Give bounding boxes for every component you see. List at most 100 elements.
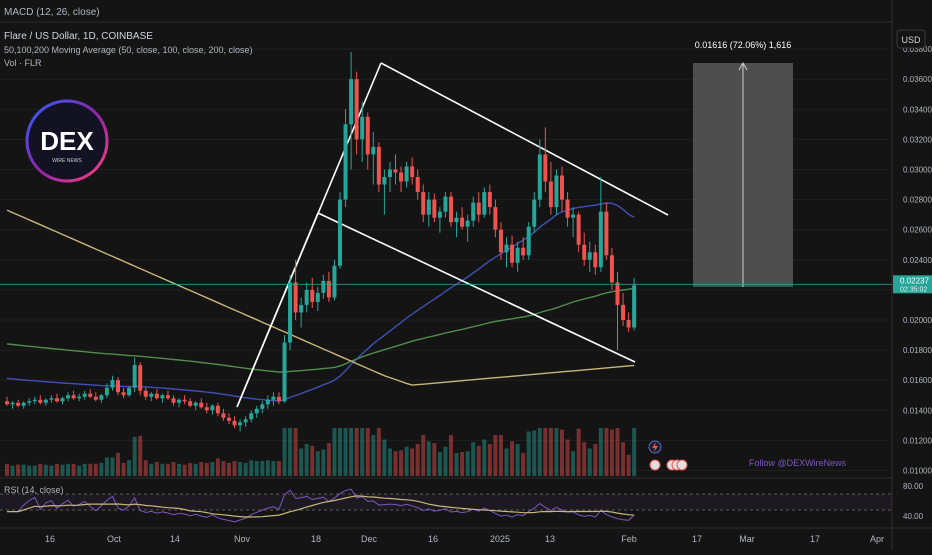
candle-body	[382, 177, 387, 185]
candle-body	[104, 387, 109, 396]
symbol-title[interactable]: Flare / US Dollar, 1D, COINBASE	[4, 31, 153, 42]
volume-bar	[215, 458, 220, 476]
candle-body	[510, 244, 515, 263]
trendline[interactable]	[236, 212, 319, 408]
volume-bar	[232, 461, 237, 476]
time-tick-label: 13	[545, 534, 555, 544]
time-tick-label: 18	[311, 534, 321, 544]
volume-bar	[571, 451, 576, 476]
candle-body	[43, 399, 48, 403]
candle-body	[310, 289, 315, 302]
volume-bar	[60, 464, 65, 476]
volume-bar	[127, 460, 132, 476]
candle-body	[177, 399, 182, 403]
volume-bar	[99, 462, 104, 476]
volume-bar	[537, 428, 542, 476]
candle-body	[449, 196, 453, 223]
candle-body	[615, 282, 620, 305]
volume-bar	[365, 428, 370, 476]
price-tick-label: 0.02400	[903, 256, 932, 265]
candle-body	[204, 407, 209, 411]
candle-body	[66, 395, 71, 399]
ma-legend[interactable]: 50,100,200 Moving Average (50, close, 10…	[4, 45, 253, 55]
rsi-tick-label: 40.00	[903, 512, 924, 521]
candle-body	[5, 401, 9, 405]
volume-bar	[487, 444, 492, 476]
volume-bar	[54, 463, 59, 476]
volume-bar	[587, 448, 592, 476]
candle-body	[304, 289, 309, 305]
volume-bar	[576, 428, 581, 476]
candle-body	[16, 402, 21, 406]
volume-bar	[93, 463, 98, 476]
time-tick-label: Feb	[621, 534, 637, 544]
volume-bar	[104, 457, 109, 476]
candle-body	[632, 285, 637, 328]
candle-body	[160, 395, 165, 399]
candle-body	[99, 395, 104, 400]
event-icons[interactable]	[648, 440, 688, 471]
volume-bar	[399, 450, 404, 476]
candle-body	[282, 342, 287, 402]
macd-legend[interactable]: MACD (12, 26, close)	[4, 7, 100, 18]
price-tick-label: 0.03400	[903, 105, 932, 114]
candle-body	[460, 217, 465, 227]
volume-bar	[376, 428, 381, 476]
volume-bar	[243, 462, 248, 476]
volume-bar	[265, 460, 270, 476]
volume-bar	[421, 435, 426, 476]
candle-body	[154, 393, 159, 399]
candle-body	[54, 398, 59, 402]
volume-bar	[10, 465, 15, 476]
candle-body	[88, 393, 93, 397]
volume-bar	[43, 464, 48, 476]
candle-body	[82, 393, 87, 397]
volume-bar	[554, 428, 559, 476]
candle-body	[77, 396, 82, 399]
flag-icon[interactable]	[676, 459, 688, 471]
candle-body	[465, 220, 470, 227]
time-tick-label: 17	[810, 534, 820, 544]
candle-body	[421, 192, 426, 215]
candle-body	[504, 244, 509, 253]
candle-body	[260, 404, 265, 409]
time-axis[interactable]: 16 Oct 14 Nov 18 Dec 16 2025 13 Feb 17 Mar 17 Apr	[45, 534, 884, 544]
candle-body	[27, 401, 32, 403]
candle-body	[560, 175, 564, 200]
volume-bar	[116, 453, 120, 476]
volume-bar	[77, 465, 82, 476]
trendline[interactable]	[380, 62, 669, 216]
volume-bar	[521, 453, 526, 476]
measure-box[interactable]: 0.01616 (72.06%) 1,616	[693, 40, 793, 287]
candle-body	[487, 192, 492, 208]
volume-bar	[293, 428, 298, 476]
volume-bar	[27, 465, 32, 476]
rsi-legend[interactable]: RSI (14, close)	[4, 485, 64, 495]
rsi-band	[0, 494, 892, 510]
flag-icon[interactable]	[649, 459, 661, 471]
candle-body	[387, 169, 392, 178]
price-tick-label: 0.01800	[903, 346, 932, 355]
currency-button[interactable]	[896, 29, 926, 49]
candle-body	[360, 116, 365, 140]
candle-body	[93, 396, 98, 400]
volume-bar	[271, 461, 276, 476]
currency-label: USD	[901, 35, 921, 45]
candle-body	[482, 192, 487, 215]
volume-bar	[276, 461, 281, 476]
candle-body	[437, 211, 442, 218]
price-tick-label: 0.03200	[903, 135, 932, 144]
candle-body	[548, 181, 553, 208]
volume-bar	[454, 453, 459, 476]
trendline[interactable]	[317, 212, 636, 363]
volume-bar	[382, 439, 387, 476]
price-tick-label: 0.03600	[903, 75, 932, 84]
volume-bar	[582, 442, 587, 476]
candle-body	[621, 304, 626, 320]
dex-logo: DEX WIRE NEWS	[25, 99, 109, 183]
volume-bar	[49, 465, 54, 476]
volume-bar	[565, 439, 570, 476]
volume-legend[interactable]: Vol · FLR	[4, 58, 42, 68]
price-axis[interactable]: 0.03800 0.03600 0.03400 0.03200 0.03000 0.028…	[893, 45, 932, 475]
